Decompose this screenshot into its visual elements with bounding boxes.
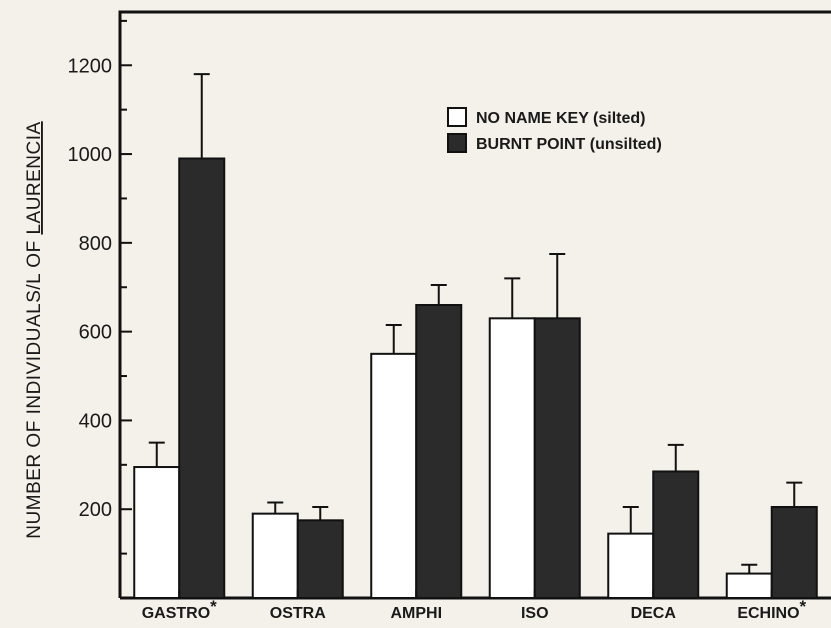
significance-marker-gastro: * [210, 597, 217, 616]
bar-deca-s1 [607, 532, 655, 599]
bar-amphi-s1 [370, 352, 418, 600]
y-axis-label-underlined: LAURENCIA [24, 121, 45, 234]
y-tick-label-1200: 1200 [68, 55, 113, 77]
bar-ostra-s1 [251, 512, 299, 599]
y-axis-label-prefix: NUMBER OF INDIVIDUALS/L OF [24, 235, 45, 539]
legend-label-2: BURNT POINT (unsilted) [476, 136, 662, 153]
x-tick-label-deca: DECA [631, 605, 677, 622]
bar-iso-s1 [488, 317, 536, 599]
bar-gastro-s1 [133, 466, 181, 599]
legend-swatch-2 [447, 133, 467, 153]
y-tick-label-400: 400 [79, 410, 112, 432]
x-tick-label-iso: ISO [521, 605, 549, 622]
legend-swatch-1 [447, 107, 467, 127]
x-tick-label-amphi: AMPHI [390, 605, 442, 622]
bar-deca-s2 [652, 470, 700, 599]
x-tick-label-echino: ECHINO* [737, 597, 806, 622]
x-tick-label-ostra: OSTRA [270, 605, 326, 622]
plot-frame [118, 10, 831, 598]
y-tick-label-1000: 1000 [68, 144, 113, 166]
y-tick-label-800: 800 [79, 233, 112, 255]
bar-echino-s2 [770, 505, 818, 600]
significance-marker-echino: * [800, 597, 807, 616]
bar-ostra-s2 [296, 519, 344, 599]
bar-amphi-s2 [415, 304, 463, 599]
bar-iso-s2 [533, 317, 581, 599]
bar-gastro-s2 [178, 157, 226, 599]
y-tick-label-200: 200 [79, 499, 112, 521]
x-tick-label-gastro: GASTRO* [142, 597, 217, 622]
y-tick-label-600: 600 [79, 322, 112, 344]
y-axis-label: NUMBER OF INDIVIDUALS/L OF LAURENCIA [24, 121, 45, 538]
bar-echino-s1 [725, 572, 773, 599]
legend-label-1: NO NAME KEY (silted) [476, 110, 646, 127]
